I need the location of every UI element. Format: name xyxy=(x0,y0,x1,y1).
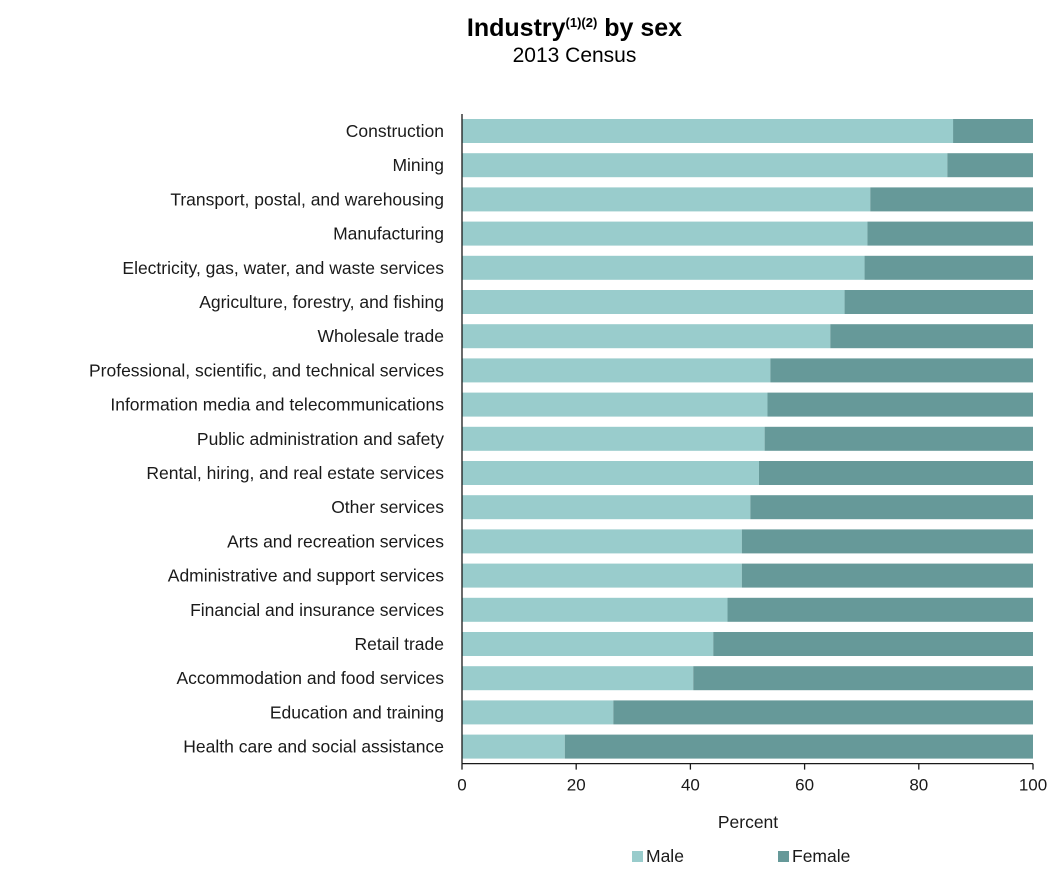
x-tick-label: 40 xyxy=(681,776,700,795)
category-label: Rental, hiring, and real estate services xyxy=(146,463,444,483)
bar-female-10 xyxy=(758,461,1033,485)
bar-male-12 xyxy=(462,529,742,554)
chart-subtitle: 2013 Census xyxy=(512,44,637,67)
legend-label-male: Male xyxy=(646,846,684,866)
bar-female-6 xyxy=(830,324,1033,349)
bar-female-13 xyxy=(741,563,1033,588)
category-label: Transport, postal, and warehousing xyxy=(170,189,444,209)
chart-title-footnote: (1)(2) xyxy=(565,15,598,30)
bar-male-15 xyxy=(462,632,714,656)
category-label: Information media and telecommunications xyxy=(110,395,444,415)
bar-female-18 xyxy=(564,734,1033,759)
bar-male-10 xyxy=(462,461,759,485)
bar-female-5 xyxy=(844,290,1033,314)
bar-male-9 xyxy=(462,426,765,451)
chart-title: Industry(1)(2) by sex xyxy=(0,8,1059,43)
bar-male-18 xyxy=(462,734,565,759)
bar-female-4 xyxy=(864,255,1033,280)
category-label: Construction xyxy=(346,121,444,141)
category-label: Mining xyxy=(392,155,444,175)
bar-male-7 xyxy=(462,358,771,383)
category-label: Financial and insurance services xyxy=(190,600,444,620)
bar-female-2 xyxy=(870,187,1033,212)
x-tick-label: 80 xyxy=(909,776,928,795)
category-labels: Construction Mining Transport, postal, and… xyxy=(89,121,444,757)
bar-male-8 xyxy=(462,392,768,417)
bar-male-13 xyxy=(462,563,742,588)
bar-female-17 xyxy=(613,700,1033,725)
bar-female-0 xyxy=(953,119,1033,143)
category-label: Arts and recreation services xyxy=(227,531,444,551)
category-label: Agriculture, forestry, and fishing xyxy=(199,292,444,312)
x-tick-label: 60 xyxy=(795,776,814,795)
chart-title-text: Industry xyxy=(466,14,566,42)
x-tick-label: 0 xyxy=(457,776,466,795)
category-label: Health care and social assistance xyxy=(183,737,444,757)
bar-male-1 xyxy=(462,153,948,178)
category-label: Wholesale trade xyxy=(318,326,444,346)
x-axis: 0 20 40 60 80 100 xyxy=(457,114,1047,795)
bar-male-4 xyxy=(462,255,865,280)
bar-female-3 xyxy=(867,221,1033,246)
category-label: Electricity, gas, water, and waste servi… xyxy=(122,258,444,278)
category-label: Education and training xyxy=(270,702,444,722)
bar-female-7 xyxy=(770,358,1033,383)
title-block: Industry(1)(2) by sex 2013 Census xyxy=(0,8,1059,69)
bar-female-9 xyxy=(764,426,1033,451)
bar-female-12 xyxy=(741,529,1033,554)
category-label: Administrative and support services xyxy=(168,566,444,586)
category-label: Manufacturing xyxy=(333,224,444,244)
bar-male-2 xyxy=(462,187,871,212)
category-label: Accommodation and food services xyxy=(177,668,445,688)
bar-female-11 xyxy=(750,495,1033,520)
bar-female-16 xyxy=(693,666,1033,691)
chart-title-suffix: by sex xyxy=(597,14,683,42)
legend-swatch-female xyxy=(778,851,789,862)
bar-female-15 xyxy=(713,632,1033,656)
bar-male-14 xyxy=(462,597,728,622)
bar-male-5 xyxy=(462,290,845,314)
x-tick-label: 100 xyxy=(1019,776,1047,795)
category-label: Public administration and safety xyxy=(197,429,444,449)
category-label: Other services xyxy=(331,497,444,517)
bar-female-1 xyxy=(947,153,1033,178)
bar-male-3 xyxy=(462,221,868,246)
bars-layer xyxy=(462,119,1033,759)
bar-female-14 xyxy=(727,597,1033,622)
bar-female-8 xyxy=(767,392,1033,417)
bar-male-16 xyxy=(462,666,694,691)
legend: Male Female xyxy=(632,846,850,866)
legend-label-female: Female xyxy=(792,846,850,866)
legend-swatch-male xyxy=(632,851,643,862)
bar-male-0 xyxy=(462,119,954,143)
x-axis-title: Percent xyxy=(718,812,778,832)
category-label: Professional, scientific, and technical … xyxy=(89,360,444,380)
bar-male-11 xyxy=(462,495,751,520)
category-label: Retail trade xyxy=(355,634,445,654)
bar-male-6 xyxy=(462,324,831,349)
x-tick-label: 20 xyxy=(567,776,586,795)
bar-male-17 xyxy=(462,700,614,725)
